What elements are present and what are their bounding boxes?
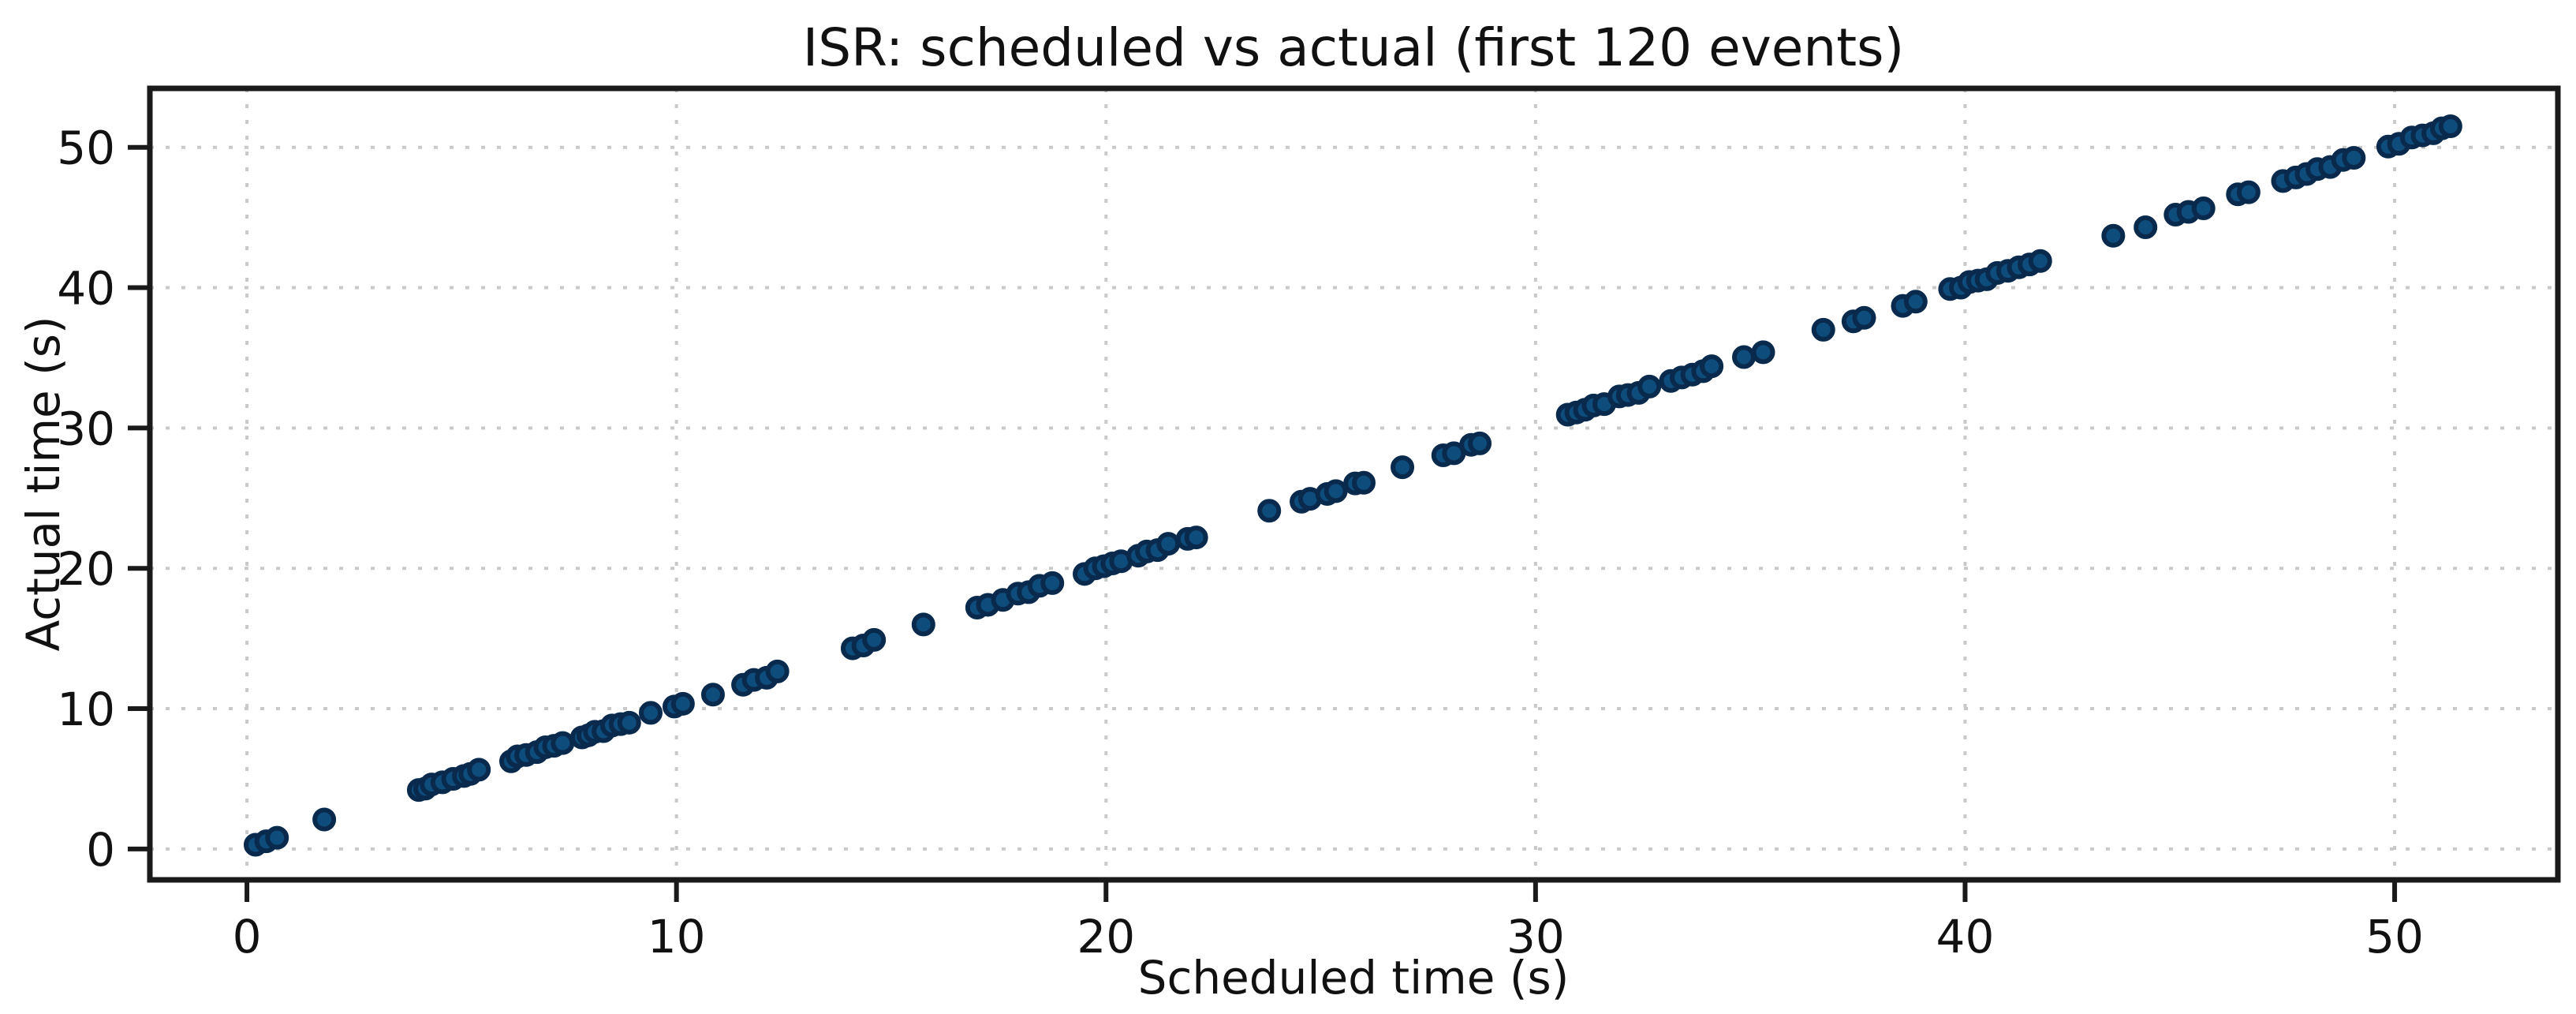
y-tick-label-10: 10 <box>57 683 115 736</box>
x-tick-label-10: 10 <box>648 910 706 963</box>
data-point <box>1323 479 1348 503</box>
data-point <box>312 807 337 832</box>
data-point <box>1700 354 1724 379</box>
data-point <box>638 701 663 725</box>
chart-title: ISR: scheduled vs actual (first 120 even… <box>802 17 1905 78</box>
data-point <box>2028 249 2052 273</box>
data-point <box>1040 571 1065 595</box>
data-point <box>2101 223 2126 248</box>
data-point <box>617 710 641 735</box>
data-point <box>1637 374 1662 398</box>
data-point <box>1468 431 1492 455</box>
data-point <box>551 731 575 755</box>
x-tick-label-30: 30 <box>1506 910 1565 963</box>
data-point <box>911 612 935 637</box>
x-tick-label-0: 0 <box>233 910 262 963</box>
data-point <box>765 659 790 683</box>
data-point <box>1751 340 1775 365</box>
data-point <box>265 825 289 850</box>
data-point <box>2191 196 2216 221</box>
data-point <box>2236 180 2261 204</box>
x-axis-label: Scheduled time (s) <box>1137 951 1570 1005</box>
data-point <box>1852 305 1876 330</box>
data-point <box>1731 345 1756 369</box>
y-tick-label-0: 0 <box>86 823 115 877</box>
data-point <box>2134 215 2158 240</box>
x-tick-label-20: 20 <box>1077 910 1135 963</box>
y-tick-label-20: 20 <box>57 542 115 596</box>
data-point <box>1352 470 1376 495</box>
data-point <box>1156 532 1181 556</box>
data-point <box>1184 526 1208 550</box>
data-point <box>862 627 887 652</box>
data-point <box>1903 290 1928 314</box>
data-point <box>700 683 725 707</box>
data-point <box>1811 317 1835 342</box>
data-point <box>1391 455 1415 480</box>
data-point <box>2438 114 2462 139</box>
data-point <box>1257 499 1282 523</box>
data-point <box>670 691 695 716</box>
y-tick-label-50: 50 <box>57 122 115 175</box>
data-point <box>2342 146 2366 170</box>
data-point <box>467 758 491 782</box>
y-tick-label-30: 30 <box>57 402 115 455</box>
y-tick-label-40: 40 <box>57 262 115 316</box>
x-tick-label-40: 40 <box>1936 910 1995 963</box>
x-tick-label-50: 50 <box>2365 910 2424 963</box>
plot-border <box>147 85 2561 883</box>
